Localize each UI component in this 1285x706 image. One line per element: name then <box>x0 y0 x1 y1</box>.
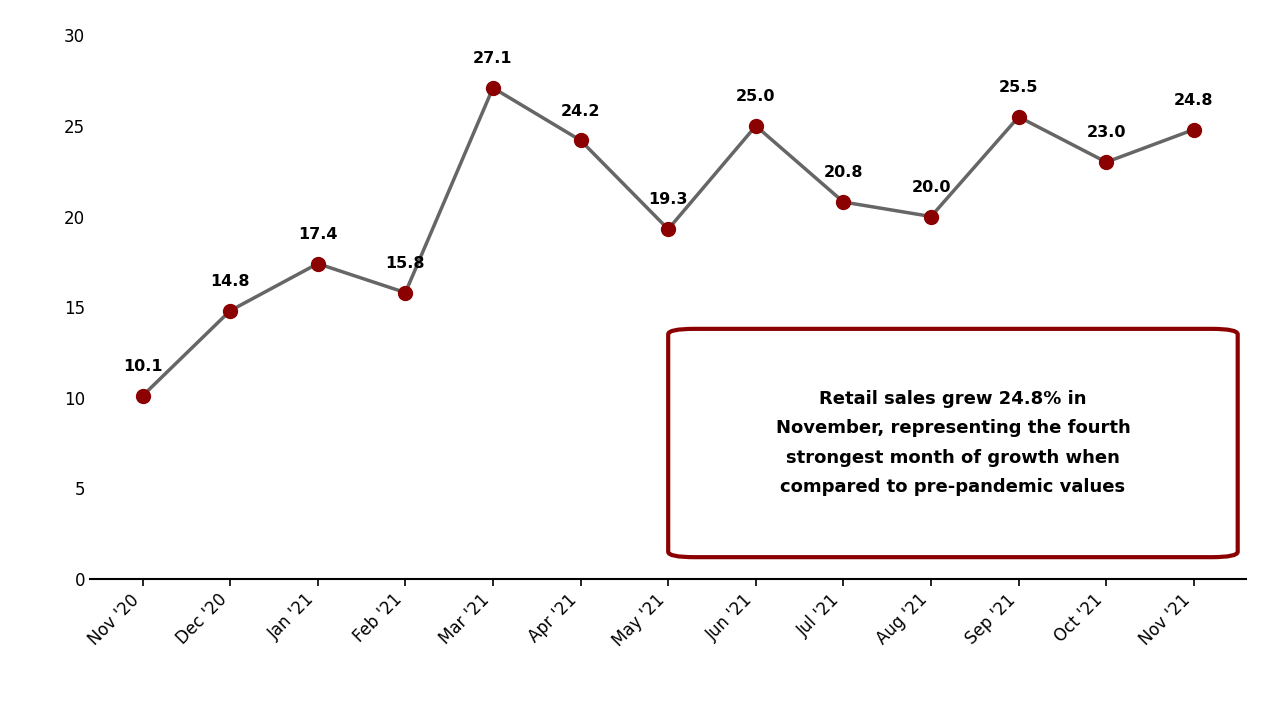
Text: 25.5: 25.5 <box>998 80 1038 95</box>
Text: 20.0: 20.0 <box>911 180 951 195</box>
Text: 10.1: 10.1 <box>123 359 162 374</box>
Text: 15.8: 15.8 <box>386 256 425 271</box>
Text: 17.4: 17.4 <box>298 227 338 242</box>
Text: 24.2: 24.2 <box>560 104 600 119</box>
Text: 25.0: 25.0 <box>736 89 776 104</box>
Text: 20.8: 20.8 <box>824 165 864 180</box>
Text: 14.8: 14.8 <box>211 274 249 289</box>
FancyBboxPatch shape <box>668 329 1237 557</box>
Text: 27.1: 27.1 <box>473 51 513 66</box>
Text: Retail sales grew 24.8% in
November, representing the fourth
strongest month of : Retail sales grew 24.8% in November, rep… <box>776 390 1131 496</box>
Text: 19.3: 19.3 <box>649 193 687 208</box>
Text: 24.8: 24.8 <box>1174 92 1213 108</box>
Text: 23.0: 23.0 <box>1087 126 1126 140</box>
